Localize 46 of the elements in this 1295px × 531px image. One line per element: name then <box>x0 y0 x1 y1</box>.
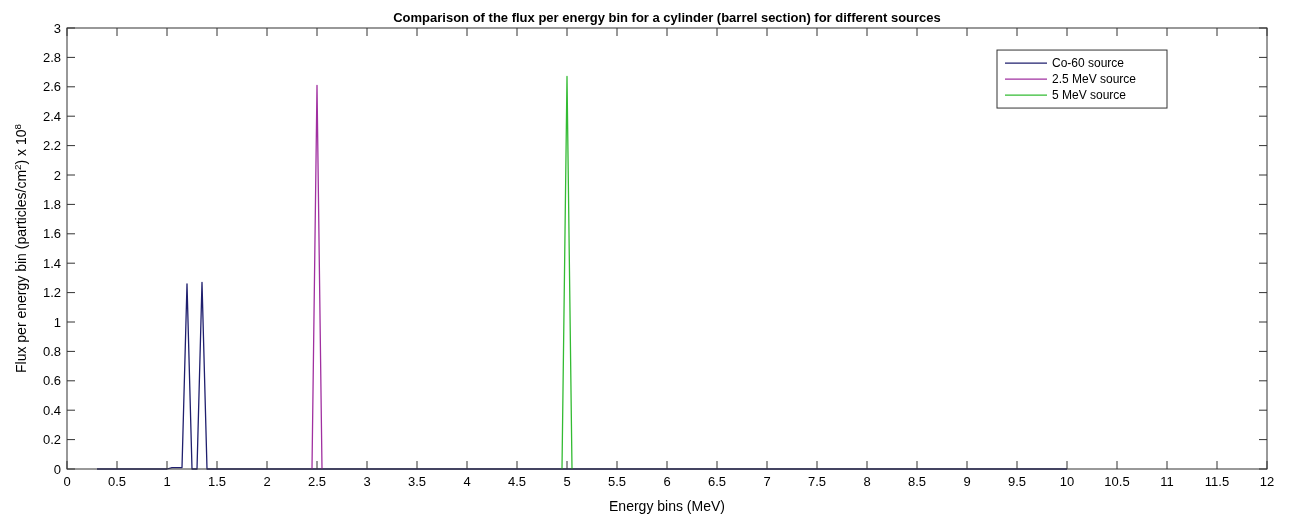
x-tick-label: 11.5 <box>1204 474 1230 489</box>
y-tick-label: 2.2 <box>42 138 61 154</box>
y-tick-label: 1.6 <box>42 226 61 242</box>
x-tick-label: 9 <box>963 474 971 489</box>
x-tick-label: 1.5 <box>207 474 227 489</box>
y-tick-label: 1.8 <box>42 196 61 212</box>
x-tick-label: 5 <box>563 474 571 489</box>
x-tick-label: 6.5 <box>707 474 727 489</box>
x-tick-label: 11 <box>1160 474 1174 489</box>
x-tick-label: 2.5 <box>307 474 327 489</box>
x-tick-label: 2 <box>263 474 271 489</box>
y-tick-label: 0.2 <box>42 432 61 448</box>
x-tick-label: 10.5 <box>1104 474 1130 489</box>
x-tick-label: 3 <box>363 474 371 489</box>
y-tick-label: 1.4 <box>42 255 61 271</box>
x-tick-label: 1 <box>163 474 171 489</box>
x-tick-label: 5.5 <box>607 474 627 489</box>
x-tick-label: 4 <box>463 474 471 489</box>
y-tick-label: 2.8 <box>42 49 61 65</box>
x-tick-label: 9.5 <box>1007 474 1027 489</box>
x-tick-label: 7.5 <box>807 474 827 489</box>
x-tick-label: 4.5 <box>507 474 527 489</box>
x-tick-label: 8.5 <box>907 474 927 489</box>
y-tick-label: 0.8 <box>42 343 61 359</box>
chart-title: Comparison of the flux per energy bin for a cylinder (barrel section) for different sources <box>393 10 941 25</box>
x-tick-label: 6 <box>663 474 671 489</box>
y-tick-label: 1 <box>53 314 61 330</box>
x-tick-label: 0.5 <box>107 474 127 489</box>
x-tick-label: 10 <box>1059 474 1075 489</box>
y-tick-label: 0.6 <box>42 373 61 389</box>
x-tick-label: 0 <box>63 474 71 489</box>
y-tick-label: 2 <box>53 167 61 183</box>
legend-label: 2.5 MeV source <box>1052 72 1137 87</box>
y-tick-label: 2.6 <box>42 79 61 95</box>
x-axis-title: Energy bins (MeV) <box>609 498 725 514</box>
legend-label: 5 MeV source <box>1052 88 1127 103</box>
x-tick-label: 7 <box>763 474 771 489</box>
y-tick-label: 0.4 <box>42 402 61 418</box>
x-tick-label: 8 <box>863 474 871 489</box>
legend-label: Co-60 source <box>1052 56 1125 71</box>
y-tick-label: 2.4 <box>42 108 61 124</box>
x-tick-label: 12 <box>1259 474 1275 489</box>
y-tick-label: 3 <box>53 20 61 36</box>
y-tick-label: 0 <box>53 461 61 477</box>
y-tick-label: 1.2 <box>42 285 61 301</box>
x-tick-label: 3.5 <box>407 474 427 489</box>
